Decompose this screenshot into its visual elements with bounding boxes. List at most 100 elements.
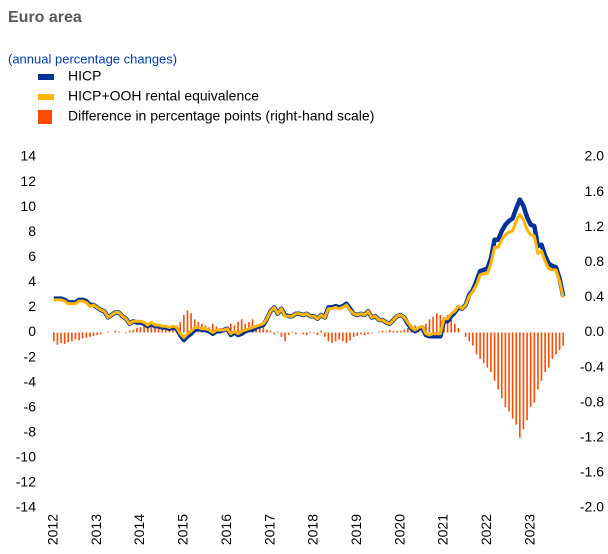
bar xyxy=(85,332,88,338)
bar xyxy=(92,332,95,337)
y-tick-label: 6 xyxy=(28,248,36,264)
bar xyxy=(526,332,528,421)
bar xyxy=(547,332,550,368)
y2-tick-label: 0.4 xyxy=(585,288,605,304)
bar xyxy=(179,321,182,333)
bar xyxy=(522,332,525,430)
bar xyxy=(302,332,304,335)
bar xyxy=(143,325,145,333)
bar xyxy=(349,332,351,341)
y-tick-label: 8 xyxy=(28,223,36,239)
bar xyxy=(486,332,489,368)
y-tick-label: 4 xyxy=(28,273,36,289)
bar xyxy=(482,332,485,364)
bar xyxy=(435,313,438,333)
y-tick-label: -10 xyxy=(16,449,36,465)
bar xyxy=(454,323,456,333)
bar xyxy=(262,327,265,333)
x-tick-label: 2023 xyxy=(521,514,537,545)
x-tick-label: 2020 xyxy=(391,514,407,545)
bar xyxy=(468,332,471,342)
y-tick-label: -12 xyxy=(16,474,36,490)
bar xyxy=(425,323,427,333)
bar xyxy=(472,332,474,346)
bar xyxy=(284,332,286,342)
y2-tick-label: -1.6 xyxy=(580,464,604,480)
x-tick-label: 2015 xyxy=(175,514,191,545)
bar xyxy=(533,332,536,403)
bar xyxy=(504,332,507,408)
y-tick-label: -14 xyxy=(16,499,36,515)
bar xyxy=(320,330,322,333)
bar xyxy=(562,332,564,346)
bar xyxy=(519,332,521,438)
bar xyxy=(392,330,395,333)
bar xyxy=(558,332,561,351)
bar xyxy=(63,332,66,344)
bar xyxy=(295,332,297,335)
bar xyxy=(96,332,98,336)
legend-label: Difference in percentage points (right-h… xyxy=(68,108,374,124)
bar xyxy=(446,314,449,333)
legend-swatch xyxy=(38,74,54,80)
bar xyxy=(154,327,156,333)
bar xyxy=(316,332,319,336)
x-tick-label: 2013 xyxy=(88,514,104,545)
bar xyxy=(497,332,499,390)
bar xyxy=(269,330,272,333)
y2-tick-label: 1.6 xyxy=(585,183,605,199)
bar xyxy=(439,314,442,333)
bar xyxy=(367,332,369,335)
y2-tick-label: -2.0 xyxy=(580,499,604,515)
bar xyxy=(475,332,478,355)
y2-tick-label: 0.0 xyxy=(585,323,605,339)
bar xyxy=(342,332,344,342)
bar xyxy=(60,332,62,344)
bar xyxy=(244,323,247,333)
y-tick-label: -4 xyxy=(24,373,37,389)
bar xyxy=(334,332,337,342)
bar xyxy=(125,332,127,334)
y2-tick-label: -1.2 xyxy=(580,429,604,445)
bar xyxy=(266,329,268,333)
bar xyxy=(363,332,366,336)
bar xyxy=(479,332,481,359)
y-tick-label: 14 xyxy=(20,148,36,164)
bar xyxy=(276,331,279,333)
bar xyxy=(193,319,196,333)
bar xyxy=(136,328,138,333)
bar xyxy=(500,332,503,399)
bar xyxy=(230,323,232,333)
line xyxy=(53,213,565,340)
bar xyxy=(78,332,80,341)
x-tick-label: 2014 xyxy=(131,514,147,545)
bar xyxy=(428,319,431,333)
x-tick-label: 2018 xyxy=(305,514,321,545)
y-tick-label: 0 xyxy=(28,323,36,339)
x-tick-label: 2016 xyxy=(218,514,234,545)
chart-subtitle: (annual percentage changes) xyxy=(8,51,177,66)
bar xyxy=(237,321,239,333)
bar xyxy=(464,332,467,337)
bar xyxy=(118,331,120,333)
bar xyxy=(338,332,341,340)
bar xyxy=(190,313,192,333)
bar xyxy=(399,330,402,333)
legend-label: HICP+OOH rental equivalence xyxy=(68,88,259,104)
bar xyxy=(139,327,142,333)
y-tick-label: -8 xyxy=(24,423,37,439)
bar xyxy=(186,310,189,333)
legend-label: HICP xyxy=(68,68,101,84)
bar xyxy=(132,329,135,333)
bar xyxy=(407,328,409,333)
x-tick-label: 2021 xyxy=(435,514,451,545)
bar xyxy=(356,332,359,337)
bar xyxy=(345,332,348,344)
bar xyxy=(327,332,330,342)
y-tick-label: -2 xyxy=(24,348,37,364)
bar xyxy=(378,331,380,333)
bar xyxy=(493,332,496,381)
bar xyxy=(313,332,315,334)
y2-tick-label: 0.8 xyxy=(585,253,605,269)
